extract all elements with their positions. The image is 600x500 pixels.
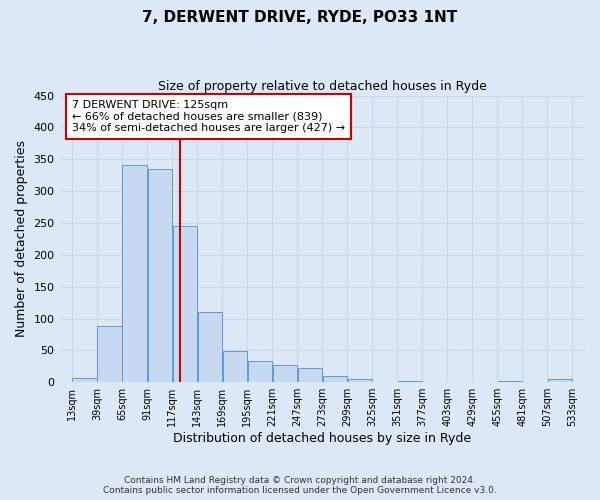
Bar (122, 165, 147, 382)
Bar (223, 351, 247, 382)
X-axis label: Distribution of detached houses by size in Ryde: Distribution of detached houses by size … (173, 432, 472, 445)
Text: 7, DERWENT DRIVE, RYDE, PO33 1NT: 7, DERWENT DRIVE, RYDE, PO33 1NT (142, 10, 458, 25)
Bar (347, 379, 372, 382)
Bar (298, 368, 322, 382)
Bar (197, 312, 222, 382)
Bar (398, 381, 422, 382)
Title: Size of property relative to detached houses in Ryde: Size of property relative to detached ho… (158, 80, 487, 93)
Bar (173, 226, 197, 382)
Y-axis label: Number of detached properties: Number of detached properties (15, 140, 28, 338)
Bar (97, 326, 122, 382)
Bar (148, 169, 172, 382)
Text: 7 DERWENT DRIVE: 125sqm
← 66% of detached houses are smaller (839)
34% of semi-d: 7 DERWENT DRIVE: 125sqm ← 66% of detache… (72, 100, 345, 133)
Bar (248, 361, 272, 382)
Text: Contains HM Land Registry data © Crown copyright and database right 2024.
Contai: Contains HM Land Registry data © Crown c… (103, 476, 497, 495)
Bar (272, 365, 297, 382)
Bar (498, 381, 522, 382)
Bar (323, 376, 347, 382)
Bar (73, 378, 97, 382)
Bar (548, 379, 572, 382)
